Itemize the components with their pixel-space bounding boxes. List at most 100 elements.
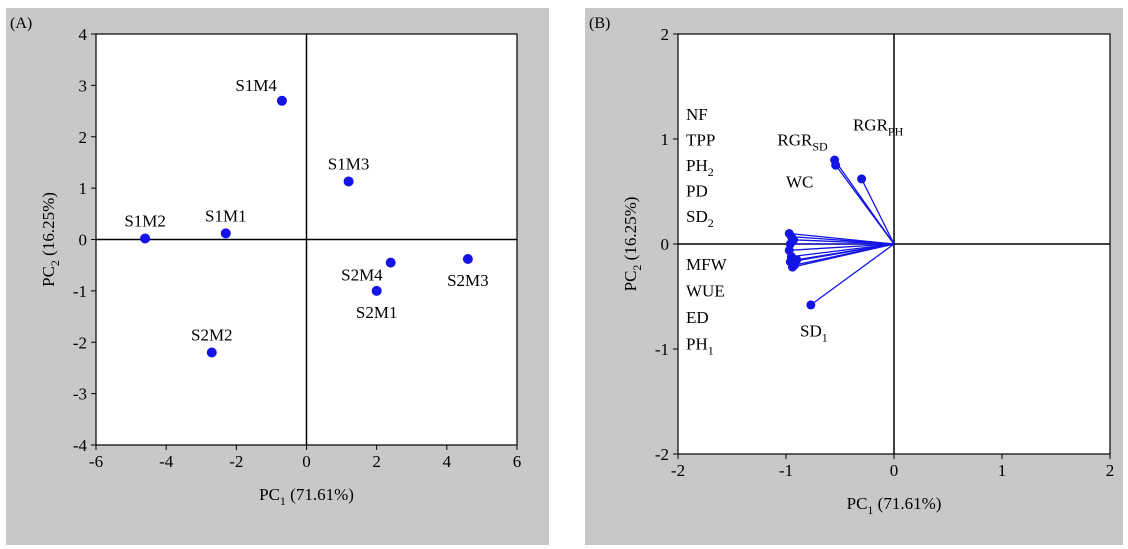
data-point-label: S1M2 [124, 211, 166, 230]
data-point-label: S1M4 [235, 76, 277, 95]
variable-list-item-main: MFW [686, 255, 728, 274]
chart-panel-b: -2 -1 0 1 2 -2 -1 0 1 2 (B) PC1 (71.61%) PC2 (16.25%… [585, 8, 1123, 545]
y-tick-label: 2 [79, 128, 88, 147]
loading-vector [810, 243, 895, 306]
y-axis-label-main: PC [39, 266, 58, 287]
y-axis-label-sub: 2 [630, 265, 644, 271]
variable-list-item: SD2 [686, 207, 714, 230]
variable-list-item-main: NF [686, 105, 708, 124]
data-point [276, 95, 287, 106]
x-tick-label: 6 [513, 452, 522, 471]
vector-label-sub: SD [812, 139, 828, 153]
x-tick-label: 4 [443, 452, 452, 471]
variable-list-item-sub: 2 [708, 216, 714, 230]
x-axis-label: PC1 (71.61%) [259, 485, 354, 508]
y-axis-label-rest: (16.25%) [621, 197, 640, 265]
data-point [462, 254, 473, 265]
loading-point [790, 260, 800, 270]
vector-label-main: WC [786, 172, 813, 191]
panel-label: (A) [10, 15, 32, 32]
data-point-label: S2M4 [341, 266, 383, 285]
y-tick-label: 3 [79, 76, 88, 95]
loading-point [806, 300, 816, 310]
variable-list-item-main: TPP [686, 131, 715, 150]
variable-list-item-main: PD [686, 182, 708, 201]
data-point-label: S2M3 [447, 271, 489, 290]
loading-vector [789, 243, 895, 251]
data-point [206, 347, 217, 358]
x-tick-label: -2 [229, 452, 243, 471]
loading-vector [835, 164, 895, 245]
variable-list-item: NF [686, 105, 708, 124]
data-point [220, 228, 231, 239]
variable-list-item-main: ED [686, 308, 709, 327]
x-axis-label-rest: (71.61%) [286, 485, 354, 504]
loading-vector [861, 178, 895, 245]
vector-label: SD1 [800, 321, 828, 344]
y-axis-label: PC2 (16.25%) [39, 192, 62, 287]
y-tick-label: 1 [79, 179, 88, 198]
vector-label-main: RGR [853, 116, 889, 135]
vector-label: WC [786, 172, 813, 191]
variable-list-item-main: WUE [686, 282, 725, 301]
y-axis-label-rest: (16.25%) [39, 192, 58, 260]
vector-label: RGRPH [853, 116, 904, 139]
x-tick-label: 0 [890, 461, 899, 480]
panel-label: (B) [589, 15, 610, 32]
variable-list-item: PH1 [686, 335, 714, 358]
data-point [385, 257, 396, 268]
variable-list-item-main: PH [686, 335, 708, 354]
vector-label-main: RGR [777, 130, 813, 149]
variable-list-item: WUE [686, 282, 725, 301]
vector-label: RGRSD [777, 130, 828, 153]
variable-list-item-sub: 2 [708, 165, 714, 179]
y-tick-label: -2 [655, 445, 669, 464]
variable-list-item: MFW [686, 255, 728, 274]
data-point-label: S2M2 [191, 326, 233, 345]
y-tick-label: -1 [655, 340, 669, 359]
y-tick-label: -4 [73, 436, 88, 455]
chart-panel-a: -6 -4 -2 0 2 4 6 -4 -3 -2 -1 0 1 2 3 4 (A) PC1 (71.61%) PC… [6, 8, 549, 545]
data-point [371, 285, 382, 296]
data-point [140, 233, 151, 244]
loading-vector [793, 239, 895, 245]
y-axis-label-sub: 2 [48, 260, 62, 266]
vector-label-main: SD [800, 321, 822, 340]
y-tick-label: 4 [79, 25, 88, 44]
variable-list-item-main: PH [686, 156, 708, 175]
x-axis-label-rest: (71.61%) [873, 494, 941, 513]
x-tick-label: -1 [779, 461, 793, 480]
variable-list-item: ED [686, 308, 709, 327]
x-tick-label: -4 [159, 452, 174, 471]
loading-vector [796, 243, 895, 261]
y-tick-label: 0 [79, 231, 88, 250]
x-tick-label: 1 [998, 461, 1007, 480]
data-point-label: S2M1 [356, 303, 398, 322]
x-tick-label: -2 [671, 461, 685, 480]
x-axis-label: PC1 (71.61%) [847, 494, 942, 517]
data-point-label: S1M3 [328, 154, 370, 173]
x-axis-label-sub: 1 [867, 503, 873, 517]
variable-list-item: PD [686, 182, 708, 201]
data-point-label: S1M1 [205, 206, 247, 225]
y-tick-label: 1 [661, 130, 670, 149]
y-tick-label: -2 [73, 333, 87, 352]
variable-list-item: TPP [686, 131, 715, 150]
loading-vector [794, 243, 895, 266]
variable-list-item-sub: 1 [708, 344, 714, 358]
y-axis-label: PC2 (16.25%) [621, 197, 644, 292]
variable-list-item-main: SD [686, 207, 708, 226]
y-axis-label-main: PC [621, 271, 640, 292]
vector-label-sub: 1 [822, 330, 828, 344]
loading-point [857, 174, 867, 184]
loading-vector [791, 243, 895, 258]
x-axis-label-main: PC [259, 485, 280, 504]
x-axis-label-main: PC [847, 494, 868, 513]
x-tick-label: 2 [1106, 461, 1115, 480]
data-point [343, 176, 354, 187]
x-tick-label: -6 [89, 452, 103, 471]
loading-point [831, 160, 841, 170]
vector-label-sub: PH [888, 125, 904, 139]
